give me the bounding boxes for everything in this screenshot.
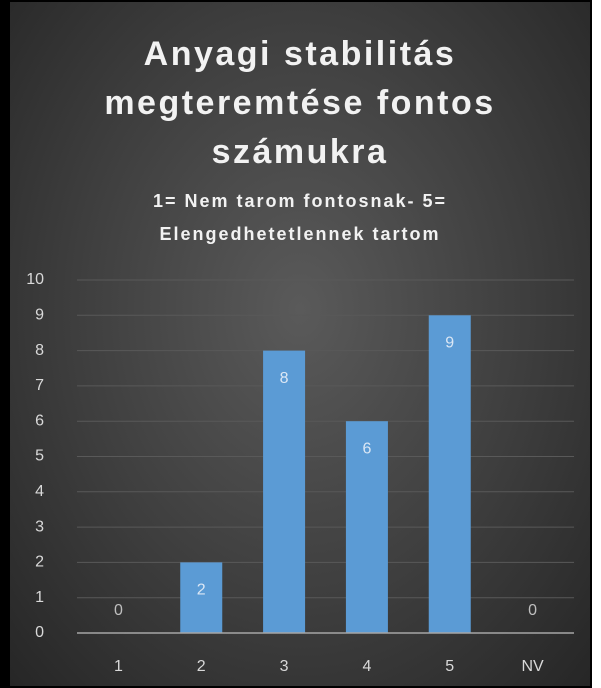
bar — [428, 315, 471, 633]
bar — [345, 421, 388, 633]
x-tick-label: 3 — [280, 658, 289, 675]
y-tick-label: 7 — [35, 377, 44, 394]
y-tick-label: 0 — [35, 624, 44, 641]
x-tick-label: 1 — [114, 658, 123, 675]
y-tick-label: 6 — [35, 412, 44, 429]
x-tick-label: 2 — [197, 658, 206, 675]
x-tick-label: 5 — [445, 658, 454, 675]
y-tick-label: 4 — [35, 483, 44, 500]
y-tick-label: 10 — [26, 271, 44, 288]
y-tick-label: 5 — [35, 448, 44, 465]
y-tick-label: 1 — [35, 589, 44, 606]
chart-area: Anyagi stabilitás megteremtése fontos sz… — [10, 2, 590, 686]
data-label: 9 — [445, 335, 454, 352]
data-label: 0 — [114, 602, 123, 619]
bar — [263, 350, 306, 633]
y-tick-label: 2 — [35, 554, 44, 571]
bar — [180, 562, 223, 633]
y-tick-label: 3 — [35, 518, 44, 535]
x-tick-label: 4 — [362, 658, 371, 675]
y-tick-label: 9 — [35, 307, 44, 324]
chart-subtitle: 1= Nem tarom fontosnak- 5= Elengedhetetl… — [152, 191, 448, 244]
data-label: 0 — [528, 602, 537, 619]
x-tick-label: NV — [521, 658, 544, 675]
data-label: 2 — [197, 582, 206, 599]
data-label: 8 — [280, 370, 289, 387]
chart-title: Anyagi stabilitás megteremtése fontos sz… — [104, 35, 496, 171]
data-label: 6 — [362, 440, 371, 457]
y-tick-label: 8 — [35, 342, 44, 359]
